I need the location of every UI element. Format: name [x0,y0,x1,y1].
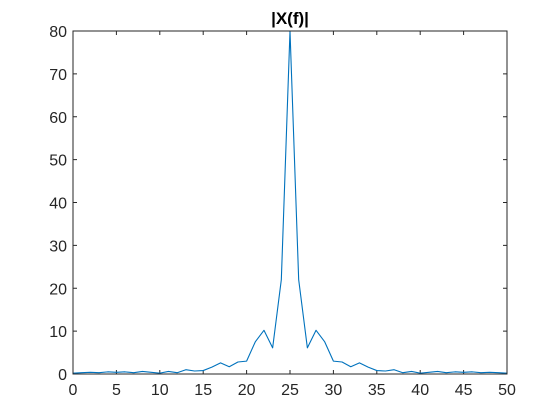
y-tick-label: 20 [49,281,67,298]
y-tick-label: 0 [58,367,67,384]
x-tick-label: 15 [194,382,212,399]
x-tick-label: 35 [368,382,386,399]
y-tick-label: 70 [49,67,67,84]
chart-title: |X(f)| [271,9,309,28]
x-tick-label: 45 [455,382,473,399]
x-tick-label: 30 [325,382,343,399]
y-tick-label: 60 [49,110,67,127]
x-tick-label: 0 [69,382,78,399]
tick-labels: 0 5 10 15 20 25 30 35 40 45 50 0 10 20 30 40 50 60 70 80 [49,24,516,399]
plot-background [73,31,507,374]
x-tick-label: 5 [112,382,121,399]
y-tick-label: 40 [49,196,67,213]
x-tick-label: 10 [151,382,169,399]
y-tick-label: 30 [49,238,67,255]
x-tick-label: 40 [411,382,429,399]
x-tick-label: 25 [281,382,299,399]
y-tick-label: 80 [49,24,67,41]
x-tick-label: 20 [238,382,256,399]
x-tick-label: 50 [498,382,516,399]
axes-box [72,30,508,375]
y-tick-label: 10 [49,324,67,341]
y-tick-label: 50 [49,153,67,170]
